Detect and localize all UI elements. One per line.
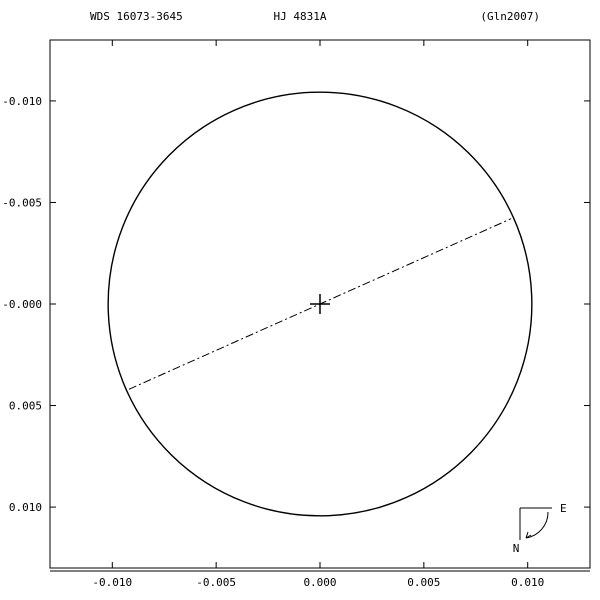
xtick-label: -0.005 — [196, 576, 236, 589]
xtick-label: 0.000 — [303, 576, 336, 589]
ytick-label: -0.010 — [2, 95, 42, 108]
ytick-label: 0.005 — [9, 400, 42, 413]
compass-n-label: N — [513, 542, 520, 555]
compass-e-label: E — [560, 502, 567, 515]
ytick-label: -0.005 — [2, 196, 42, 209]
ytick-label: -0.000 — [2, 298, 42, 311]
header-right: (Gln2007) — [480, 10, 540, 23]
plot-svg: WDS 16073-3645 HJ 4831A (Gln2007) -0.010 -0.… — [0, 0, 600, 600]
header-center: HJ 4831A — [274, 10, 327, 23]
xtick-label: 0.010 — [511, 576, 544, 589]
compass-arc — [526, 512, 548, 538]
xtick-label: 0.005 — [407, 576, 440, 589]
orbit-chart: WDS 16073-3645 HJ 4831A (Gln2007) -0.010 -0.… — [0, 0, 600, 600]
header-left: WDS 16073-3645 — [90, 10, 183, 23]
xtick-label: -0.010 — [92, 576, 132, 589]
ytick-label: 0.010 — [9, 501, 42, 514]
